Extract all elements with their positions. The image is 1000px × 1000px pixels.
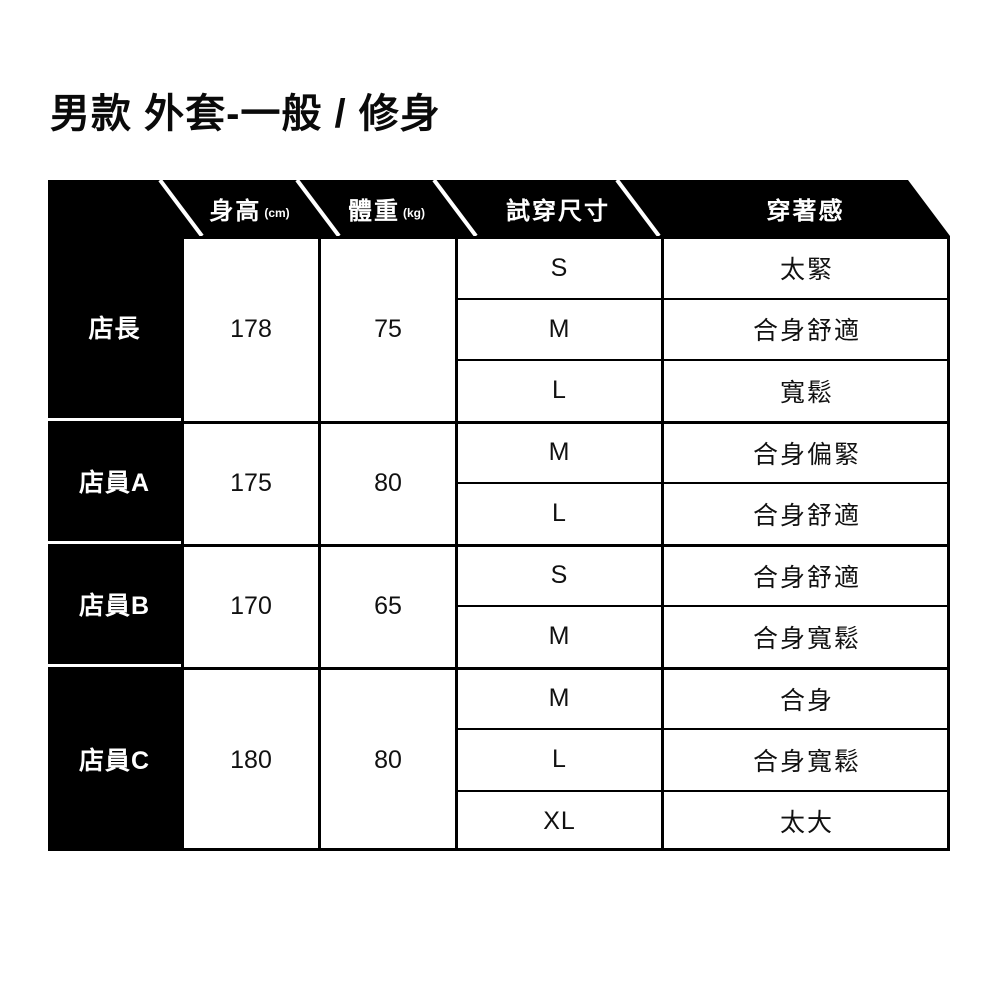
row-weight-cell: 80 [318, 420, 455, 544]
trial-feel-value: 合身寬鬆 [752, 624, 861, 653]
trial-feel-value: 合身偏緊 [752, 440, 861, 469]
trial-feel-cell: 寬鬆 [661, 359, 950, 421]
header-cell-height: 身高 (cm) [181, 180, 318, 236]
trial-size-value: XL [543, 806, 576, 835]
row-name-cell: 店員C [48, 666, 181, 851]
row-name-cell: 店員A [48, 420, 181, 541]
row-name-label: 店員A [78, 468, 151, 497]
row-name-label: 店員C [78, 746, 151, 775]
trial-feel-cell: 合身寬鬆 [661, 728, 950, 790]
trial-feel-value: 合身舒適 [752, 317, 861, 346]
trial-feel-cell: 合身偏緊 [661, 420, 950, 482]
trial-feel-value: 寬鬆 [779, 378, 834, 407]
row-name-cell: 店長 [48, 236, 181, 418]
header-label-feel: 穿著感 [766, 197, 845, 225]
trial-feel-value: 合身寬鬆 [752, 747, 861, 776]
row-height-value: 170 [230, 592, 272, 620]
row-height-value: 180 [230, 745, 272, 774]
row-name-cell: 店員B [48, 543, 181, 664]
row-height-value: 175 [230, 469, 272, 497]
row-weight-cell: 65 [318, 543, 455, 667]
header-shape [48, 180, 950, 236]
fit-table: 身高 (cm) 體重 (kg) 試穿尺寸 穿著感 店長 178 75 S 太緊 M 合身舒適… [48, 180, 950, 851]
header-cell-feel: 穿著感 [661, 180, 950, 236]
row-height-cell: 175 [181, 420, 318, 544]
trial-size-cell: M [455, 666, 661, 728]
trial-size-value: L [552, 745, 567, 774]
table-body: 店長 178 75 S 太緊 M 合身舒適 L 寬鬆店員A 175 80 M 合身偏緊 L 合身舒適店員B 1… [48, 236, 950, 851]
row-height-value: 178 [230, 315, 272, 344]
trial-feel-value: 合身舒適 [752, 563, 861, 592]
header-cell-name [48, 180, 181, 236]
trial-size-cell: S [455, 236, 661, 298]
row-height-cell: 170 [181, 543, 318, 667]
page-title: 男款 外套-一般 / 修身 [50, 92, 441, 136]
header-unit-weight: (kg) [403, 206, 425, 220]
row-height-cell: 180 [181, 666, 318, 851]
row-weight-value: 80 [374, 745, 402, 774]
trial-size-cell: L [455, 728, 661, 790]
row-weight-cell: 75 [318, 236, 455, 421]
row-name-label: 店員B [78, 591, 151, 620]
trial-size-value: L [552, 376, 567, 405]
trial-feel-cell: 太大 [661, 789, 950, 851]
trial-size-cell: M [455, 605, 661, 667]
trial-size-value: S [550, 561, 569, 590]
trial-feel-value: 太大 [779, 809, 834, 838]
trial-feel-value: 太緊 [779, 256, 834, 285]
trial-feel-value: 合身 [779, 686, 834, 715]
table-right-border [947, 236, 950, 851]
row-weight-value: 65 [374, 592, 402, 620]
header-cell-weight: 體重 (kg) [318, 180, 455, 236]
trial-size-cell: L [455, 359, 661, 421]
trial-feel-cell: 合身舒適 [661, 543, 950, 605]
trial-size-cell: M [455, 297, 661, 359]
trial-size-value: M [548, 684, 571, 713]
trial-feel-cell: 合身寬鬆 [661, 605, 950, 667]
header-label-size: 試穿尺寸 [506, 197, 610, 225]
header-unit-height: (cm) [264, 206, 290, 220]
trial-size-cell: XL [455, 789, 661, 851]
header-cell-size: 試穿尺寸 [455, 180, 661, 236]
trial-size-value: M [548, 438, 571, 467]
table-header-row: 身高 (cm) 體重 (kg) 試穿尺寸 穿著感 [48, 180, 950, 236]
row-name-label: 店長 [88, 314, 141, 343]
trial-size-value: L [552, 499, 567, 528]
trial-size-cell: M [455, 420, 661, 482]
trial-feel-value: 合身舒適 [752, 501, 861, 530]
row-weight-value: 80 [374, 469, 402, 497]
row-weight-value: 75 [374, 315, 402, 344]
trial-feel-cell: 合身舒適 [661, 482, 950, 544]
trial-feel-cell: 合身 [661, 666, 950, 728]
table-bottom-border [181, 848, 950, 851]
trial-size-cell: S [455, 543, 661, 605]
trial-size-value: M [548, 622, 571, 651]
row-weight-cell: 80 [318, 666, 455, 851]
trial-size-value: M [548, 314, 571, 343]
row-height-cell: 178 [181, 236, 318, 421]
trial-size-cell: L [455, 482, 661, 544]
trial-size-value: S [550, 253, 569, 282]
trial-feel-cell: 合身舒適 [661, 297, 950, 359]
trial-feel-cell: 太緊 [661, 236, 950, 298]
header-label-weight: 體重 [348, 197, 400, 225]
header-label-height: 身高 [209, 197, 262, 225]
